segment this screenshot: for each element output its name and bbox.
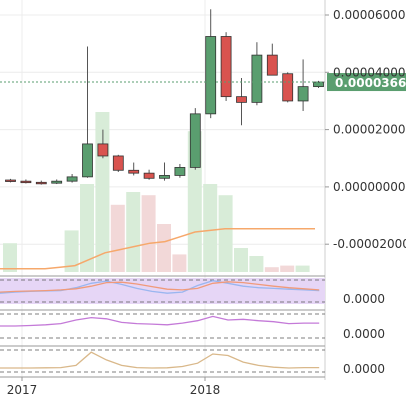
candle-body [266, 54, 278, 76]
volume-bar [141, 195, 156, 272]
volume-bar [234, 248, 248, 272]
volume-bar [203, 184, 218, 272]
panel-value-label: 0.0000 [343, 362, 385, 376]
candle-body [313, 81, 324, 88]
volume-bar [172, 254, 187, 272]
candlesticks [5, 9, 324, 185]
volume-bar [280, 265, 295, 272]
candle-body [282, 73, 294, 102]
volume-bar [64, 230, 79, 272]
volume-bar [295, 265, 310, 272]
volume-bar [218, 195, 233, 272]
candle-body [189, 113, 201, 168]
oscillator-line [0, 351, 320, 369]
candle-body [20, 180, 32, 184]
x-tick-label: 2017 [7, 383, 38, 397]
y-axis: 0.00006000 0.00004000 0.00002000 0.00000000… [324, 0, 406, 380]
volume-bar [110, 204, 125, 272]
volume-bar [126, 192, 141, 272]
candle-body [236, 96, 247, 103]
candle-body [97, 143, 109, 157]
candle-body [51, 180, 63, 184]
candle-body [66, 176, 78, 182]
volume-bar [3, 243, 17, 272]
candle-body [205, 36, 217, 115]
y-tick-label: 0.00004000 [333, 65, 406, 79]
candle-body [174, 167, 186, 176]
volume-bar [249, 256, 264, 272]
y-tick-label: 0.00002000 [333, 123, 406, 137]
volume-bar [80, 184, 94, 272]
ma-line [0, 228, 315, 270]
oscillator-panel-3: 0.0000 [0, 345, 385, 376]
oscillator-line [0, 315, 320, 327]
candle-body [35, 181, 47, 185]
y-tick-label: 0.00006000 [333, 8, 406, 22]
panel-value-label: 0.0000 [343, 327, 385, 341]
candle-body [143, 172, 155, 179]
last-price-badge [327, 73, 406, 92]
y-tick-label: -0.00002000 [333, 237, 406, 251]
candle-body [5, 179, 16, 182]
y-tick-label: 0.00000000 [333, 180, 406, 194]
candle-body [112, 155, 124, 171]
oscillator-line [0, 281, 320, 293]
oscillator-panel-1: 0.0000 [0, 275, 385, 306]
candle-body [159, 175, 170, 179]
x-tick-label: 2018 [190, 383, 221, 397]
candle-body [82, 143, 93, 178]
oscillator-panel-2: 0.0000 [0, 309, 385, 341]
candle-body [297, 86, 309, 102]
volume-bar [157, 224, 171, 272]
volume-bar [264, 267, 279, 272]
candle-body [128, 169, 140, 174]
candle-body [220, 36, 232, 98]
x-axis: 2017 2018 [0, 376, 325, 397]
panel-value-label: 0.0000 [343, 292, 385, 306]
volume-bars [3, 112, 310, 272]
candle-body [251, 54, 263, 103]
volume-moving-average [0, 228, 315, 270]
